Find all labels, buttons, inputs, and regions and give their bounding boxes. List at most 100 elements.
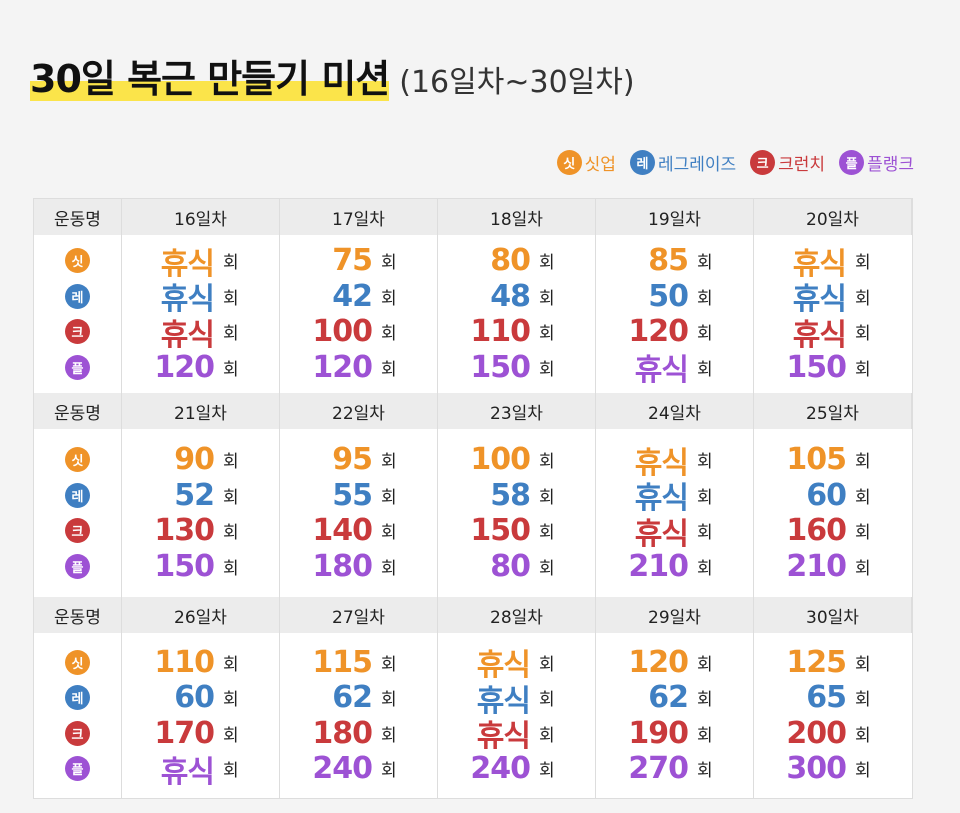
count: 200	[786, 715, 847, 751]
count: 휴식	[634, 445, 689, 481]
count-cell: 100 회	[438, 442, 595, 478]
count: 휴식	[476, 648, 531, 684]
exercise-icon: 크	[65, 518, 90, 544]
unit: 회	[539, 725, 555, 746]
day-header: 29일차	[596, 597, 754, 633]
count: 140	[312, 513, 373, 549]
day-header: 17일차	[280, 199, 438, 235]
count-cell: 60 회	[754, 478, 912, 514]
unit: 회	[697, 725, 713, 746]
unit: 회	[223, 359, 239, 380]
count-cell: 50 회	[596, 279, 753, 315]
unit: 회	[381, 487, 397, 508]
day-header: 23일차	[438, 393, 596, 429]
count: 150	[470, 513, 531, 549]
count-cell: 210 회	[596, 549, 753, 585]
day-column: 90 회 52 회 130 회 150 회	[122, 429, 280, 597]
unit: 회	[697, 761, 713, 782]
unit: 회	[223, 761, 239, 782]
day-column: 120 회 62 회 190 회 270 회	[596, 633, 754, 798]
count: 180	[312, 715, 373, 751]
count: 210	[786, 548, 847, 584]
unit: 회	[855, 452, 871, 473]
count-cell: 100 회	[280, 314, 437, 350]
icon-cell: 크	[65, 716, 90, 752]
count-cell: 150 회	[438, 513, 595, 549]
block-body: 싯 레 크 플 110 회 60 회 170 회 휴식 회 115 회 62 회 180 회 240 회 휴식 회 휴식 회 휴…	[34, 633, 912, 798]
legend-label: 싯업	[584, 155, 616, 175]
count: 150	[154, 548, 215, 584]
table: 운동명 16일차 17일차 18일차 19일차 20일차 싯 레 크 플 휴식 회 휴식 회 휴식 회 120 회…	[33, 198, 913, 799]
count-cell: 휴식 회	[596, 442, 753, 481]
count-cell: 95 회	[280, 442, 437, 478]
legend-icon: 크	[750, 150, 776, 175]
unit: 회	[381, 654, 397, 675]
icon-cell: 싯	[65, 442, 90, 478]
count-cell: 휴식 회	[754, 314, 912, 353]
header-row: 운동명 21일차 22일차 23일차 24일차 25일차	[34, 393, 912, 429]
unit: 회	[381, 452, 397, 473]
count: 휴식	[476, 683, 531, 719]
count: 55	[332, 477, 373, 513]
unit: 회	[381, 359, 397, 380]
count: 120	[312, 349, 373, 385]
day-column: 85 회 50 회 120 회 휴식 회	[596, 235, 754, 393]
unit: 회	[539, 558, 555, 579]
count: 120	[628, 644, 689, 680]
count: 105	[786, 442, 847, 478]
count-cell: 75 회	[280, 243, 437, 279]
unit: 회	[697, 690, 713, 711]
unit: 회	[855, 487, 871, 508]
count-cell: 80 회	[438, 243, 595, 279]
day-header: 20일차	[754, 199, 912, 235]
count-cell: 80 회	[438, 549, 595, 585]
exercise-icon: 크	[65, 319, 90, 345]
count-cell: 48 회	[438, 279, 595, 315]
unit: 회	[223, 487, 239, 508]
count-cell: 60 회	[122, 680, 279, 716]
unit: 회	[381, 690, 397, 711]
count-cell: 125 회	[754, 645, 912, 681]
unit: 회	[697, 487, 713, 508]
exercise-icon: 크	[65, 720, 90, 746]
day-header: 16일차	[122, 199, 280, 235]
count: 150	[470, 349, 531, 385]
count: 85	[648, 243, 689, 279]
count: 130	[154, 513, 215, 549]
legend-icon: 레	[629, 150, 655, 175]
day-header: 21일차	[122, 393, 280, 429]
block-body: 싯 레 크 플 90 회 52 회 130 회 150 회 95 회 55 회 140 회 180 회 100 회 58 회 1…	[34, 429, 912, 597]
unit: 회	[855, 725, 871, 746]
header-label: 운동명	[34, 393, 122, 429]
unit: 회	[539, 359, 555, 380]
legend-icon: 싯	[556, 150, 582, 175]
count: 휴식	[792, 246, 847, 282]
unit: 회	[539, 761, 555, 782]
count-cell: 180 회	[280, 549, 437, 585]
count: 115	[312, 644, 373, 680]
unit: 회	[223, 725, 239, 746]
count: 62	[648, 680, 689, 716]
day-column: 110 회 60 회 170 회 휴식 회	[122, 633, 280, 798]
day-header: 30일차	[754, 597, 912, 633]
count-cell: 150 회	[122, 549, 279, 585]
count: 90	[174, 442, 215, 478]
count: 80	[490, 243, 531, 279]
count: 170	[154, 715, 215, 751]
unit: 회	[697, 558, 713, 579]
count: 190	[628, 715, 689, 751]
day-header: 28일차	[438, 597, 596, 633]
count-cell: 110 회	[438, 314, 595, 350]
count-cell: 110 회	[122, 645, 279, 681]
title: 30일 복근 만들기 미션	[30, 57, 390, 101]
count-cell: 휴식 회	[438, 645, 595, 683]
count: 180	[312, 548, 373, 584]
count-cell: 62 회	[280, 680, 437, 716]
block-body: 싯 레 크 플 휴식 회 휴식 회 휴식 회 120 회 75 회 42 회 100 회 120 회 80 회 48 회 110…	[34, 235, 912, 393]
day-header: 25일차	[754, 393, 912, 429]
header-row: 운동명 26일차 27일차 28일차 29일차 30일차	[34, 597, 912, 633]
count-cell: 휴식 회	[122, 751, 279, 790]
unit: 회	[223, 324, 239, 345]
